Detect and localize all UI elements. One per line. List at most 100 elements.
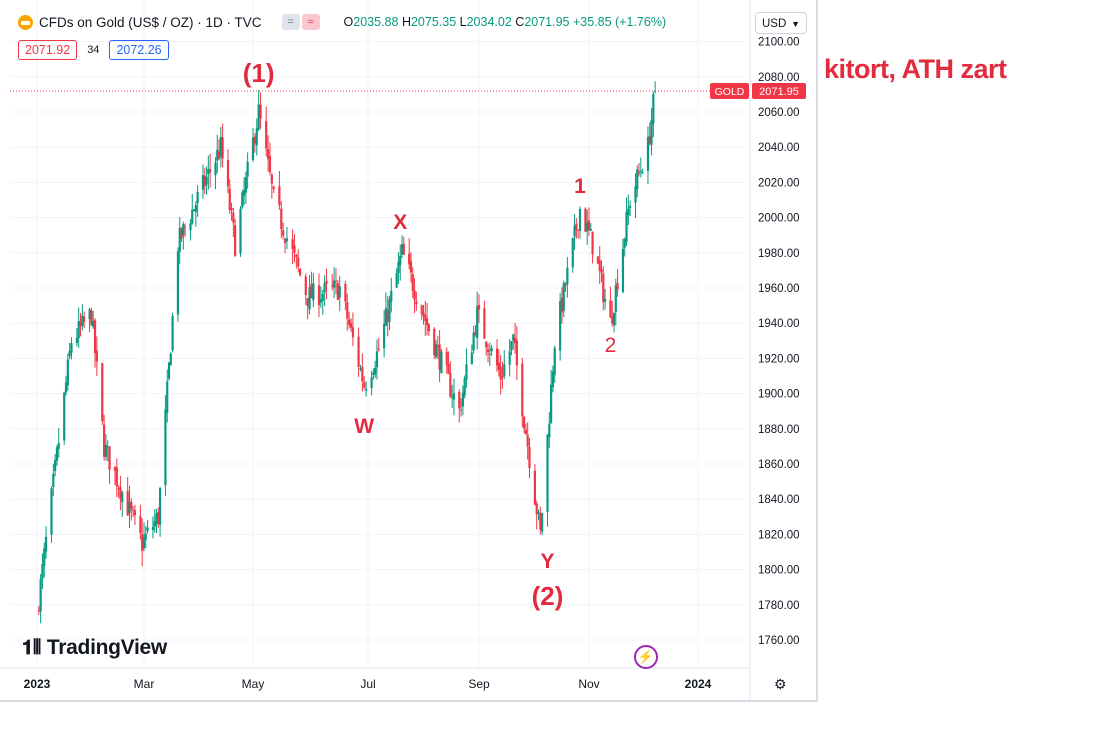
- candle-body: [280, 208, 283, 229]
- candle-body: [485, 341, 488, 348]
- candle-body: [598, 260, 601, 271]
- candle-body: [587, 220, 591, 230]
- high-value: 2075.35: [410, 15, 457, 29]
- chart-frame[interactable]: 1760.00 1780.00 1800.00 1820.00 1840.00 1860.…: [0, 0, 818, 702]
- candle-body: [182, 224, 185, 235]
- candle-body: [81, 315, 84, 327]
- wave-label: (1): [242, 57, 275, 88]
- last-price-tag-bg: [752, 82, 806, 99]
- candle-body: [628, 206, 632, 208]
- candle-body: [244, 176, 247, 193]
- candle-body: [283, 238, 287, 244]
- candle-body: [497, 362, 500, 371]
- candle-body: [128, 501, 131, 513]
- chevron-down-icon: ▼: [791, 19, 800, 29]
- y-tick-label: 1840.00: [758, 494, 800, 506]
- candle-body: [272, 186, 275, 189]
- candle-body: [251, 137, 255, 161]
- candle-body: [312, 283, 315, 301]
- candle-body: [70, 343, 73, 353]
- y-tick-label: 1820.00: [758, 529, 800, 541]
- candle-body: [232, 212, 235, 223]
- candle-body: [332, 280, 336, 288]
- candle-body: [395, 273, 398, 288]
- candle-body: [521, 363, 524, 417]
- candle-body: [242, 190, 246, 196]
- candle-body: [310, 284, 313, 299]
- currency-select[interactable]: USD ▼: [755, 12, 807, 34]
- candle-body: [50, 488, 53, 535]
- candle-body: [171, 315, 174, 351]
- candle-body: [304, 276, 307, 296]
- candle-body: [551, 371, 555, 388]
- candle-body: [415, 301, 418, 305]
- candle-body: [449, 373, 452, 397]
- candle-body: [634, 186, 637, 203]
- y-tick-label: 1780.00: [758, 600, 800, 612]
- candle-body: [178, 227, 181, 252]
- y-tick-label: 2040.00: [758, 142, 800, 154]
- candle-body: [103, 424, 106, 457]
- candle-body: [586, 222, 589, 232]
- low-value: 2034.02: [466, 15, 512, 29]
- candle-body: [217, 151, 221, 159]
- candle-body: [155, 513, 158, 525]
- candle-body: [331, 285, 334, 287]
- candle-body: [101, 363, 104, 422]
- lightning-icon[interactable]: ⚡: [634, 645, 658, 669]
- candle-body: [438, 344, 441, 370]
- candle-body: [550, 384, 553, 424]
- candle-body: [151, 526, 155, 531]
- wave-label: 1: [574, 175, 586, 199]
- candle-body: [621, 248, 625, 292]
- candle-body: [370, 377, 373, 388]
- candle-body: [612, 312, 616, 326]
- ask-price[interactable]: 2072.26: [109, 40, 169, 60]
- wave-pill[interactable]: ≈: [301, 14, 320, 30]
- symbol-title[interactable]: CFDs on Gold (US$ / OZ) · 1D · TVC: [39, 14, 262, 30]
- candle-body: [377, 348, 380, 350]
- candle-body: [95, 350, 98, 362]
- candle-body: [584, 208, 587, 232]
- settings-icon[interactable]: ⚙: [774, 676, 787, 692]
- candle-body: [470, 352, 473, 365]
- equals-pill[interactable]: =: [281, 14, 300, 30]
- y-tick-label: 1900.00: [758, 389, 800, 401]
- candle-body: [306, 298, 309, 307]
- candle-body: [246, 161, 249, 177]
- high-label: H: [401, 15, 411, 29]
- candle-body: [228, 188, 231, 211]
- candle-body: [357, 336, 360, 367]
- y-tick-label: 1920.00: [758, 353, 800, 365]
- candle-body: [219, 136, 222, 157]
- candle-body: [408, 253, 411, 265]
- price-chart[interactable]: 1760.00 1780.00 1800.00 1820.00 1840.00 1860.…: [0, 0, 816, 700]
- candle-body: [191, 209, 194, 224]
- candle-body: [524, 429, 527, 435]
- candle-body: [433, 328, 436, 356]
- y-tick-label: 2100.00: [758, 37, 800, 49]
- tradingview-logo[interactable]: 𝟏⫴ TradingView: [22, 636, 167, 660]
- bid-price[interactable]: 2071.92: [18, 40, 78, 60]
- candle-body: [121, 492, 124, 503]
- candle-body: [83, 316, 86, 322]
- candle-body: [115, 467, 118, 487]
- candle-body: [321, 293, 324, 301]
- candle-body: [54, 459, 57, 472]
- candle-body: [463, 378, 466, 396]
- candle-body: [293, 245, 296, 253]
- tradingview-logo-text: TradingView: [46, 636, 167, 659]
- candle-body: [192, 209, 196, 212]
- candle-body: [205, 176, 208, 185]
- candle-body: [216, 149, 219, 161]
- candle-body: [390, 290, 393, 302]
- candle-body: [409, 261, 413, 273]
- candle-body: [566, 267, 569, 285]
- y-tick-label: 2020.00: [758, 177, 800, 189]
- candle-body: [166, 381, 169, 413]
- candle-body: [541, 512, 544, 532]
- candle-body: [623, 238, 626, 248]
- indicator-pills[interactable]: = ≈: [281, 14, 320, 30]
- candle-body: [55, 447, 59, 462]
- candle-body: [425, 318, 429, 326]
